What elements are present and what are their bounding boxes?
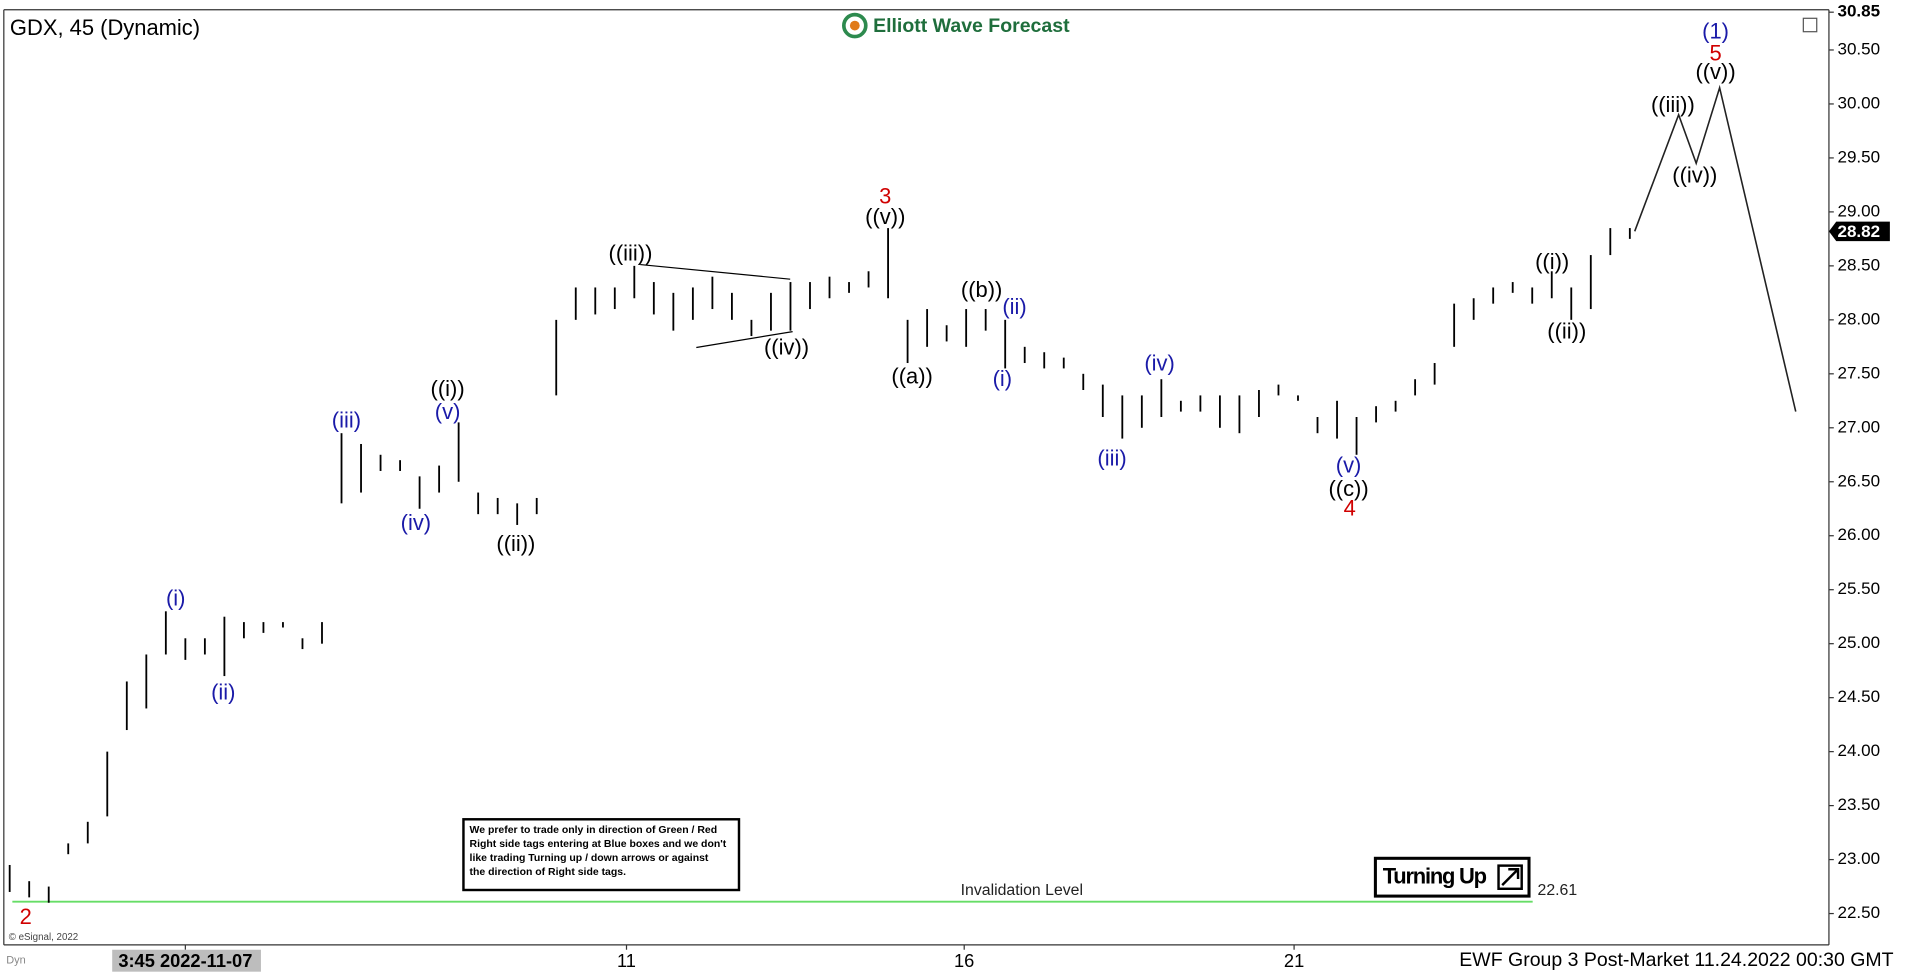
invalidation-label: Invalidation Level: [961, 882, 1083, 899]
y-tick-label: 28.50: [1837, 255, 1880, 274]
y-tick-label: 25.00: [1837, 633, 1880, 652]
last-price-label: 28.82: [1837, 222, 1880, 241]
wave-label: ((v)): [865, 204, 905, 229]
chart-title: GDX, 45 (Dynamic): [10, 15, 200, 40]
turning-label: Turning Up: [1383, 864, 1487, 889]
invalidation-value: 22.61: [1538, 882, 1578, 899]
wave-label: ((v)): [1695, 59, 1735, 84]
last-price-marker: [1828, 221, 1890, 242]
wave-label: (ii): [211, 680, 235, 705]
y-tick-label: 22.50: [1837, 903, 1880, 922]
y-tick-label: 30.50: [1837, 39, 1880, 58]
x-tick-label: 3:45 2022-11-07: [118, 950, 252, 971]
wave-label: ((b)): [961, 277, 1002, 302]
y-tick-label: 23.50: [1837, 795, 1880, 814]
arrow-box: [1497, 864, 1523, 890]
y-tick-label: 26.50: [1837, 471, 1880, 490]
logo: Elliott Wave Forecast: [842, 12, 1070, 39]
footer: EWF Group 3 Post-Market 11.24.2022 00:30…: [1459, 949, 1893, 971]
brand: Elliott Wave Forecast: [873, 15, 1070, 37]
wave-label: (iv): [1144, 350, 1174, 375]
wave-label: (i): [993, 366, 1013, 391]
disclaimer-line: We prefer to trade only in direction of …: [470, 825, 718, 836]
copyright: © eSignal, 2022: [9, 932, 79, 943]
wave-label: 2: [20, 904, 32, 929]
projection-line: [1633, 84, 1797, 412]
wave-label: ((i)): [431, 376, 465, 401]
wave-label: (iii): [332, 408, 361, 433]
wave-label: ((iii)): [609, 241, 653, 266]
wave-label: ((iii)): [1651, 92, 1695, 117]
y-tick-label: 23.00: [1837, 849, 1880, 868]
triangle-line: [696, 331, 793, 349]
wave-label: (v): [435, 399, 461, 424]
y-tick-label: 29.50: [1837, 147, 1880, 166]
wave-label: (1): [1702, 19, 1729, 44]
wave-label: ((ii)): [1547, 319, 1586, 344]
wave-label: ((a)): [891, 364, 932, 389]
y-tick-label: 30.85: [1837, 2, 1880, 21]
window-icon: [1802, 17, 1818, 33]
disclaimer-box: [462, 818, 741, 892]
y-tick-label: 30.00: [1837, 93, 1880, 112]
wave-label: (iv): [401, 510, 431, 535]
wave-label: (v): [1336, 453, 1362, 478]
y-tick-label: 24.50: [1837, 687, 1880, 706]
y-tick-label: 28.00: [1837, 309, 1880, 328]
wave-label: 3: [879, 183, 891, 208]
y-tick-label: 29.00: [1837, 201, 1880, 220]
wave-label: ((c)): [1328, 476, 1368, 501]
turning-tag: Turning Up: [1373, 856, 1531, 898]
y-tick-label: 25.50: [1837, 579, 1880, 598]
logo-icon-core: [849, 20, 860, 31]
y-tick-label: 26.00: [1837, 525, 1880, 544]
disclaimer-line: Right side tags entering at Blue boxes a…: [470, 839, 727, 850]
x-tick-label: 21: [1284, 950, 1304, 971]
disclaimer-frame: [462, 818, 741, 892]
wave-label: 4: [1344, 495, 1356, 520]
wave-label: ((i)): [1535, 249, 1569, 274]
wave-label: 5: [1709, 41, 1721, 66]
wave-label: (ii): [1002, 294, 1026, 319]
mode-tag: Dyn: [6, 955, 26, 967]
x-tick-label: 11: [617, 950, 636, 971]
disclaimer-line: like trading Turning up / down arrows or…: [470, 853, 709, 864]
x-tick-highlight: [112, 949, 261, 972]
wave-label: (iii): [1097, 445, 1126, 470]
x-tick-label: 16: [954, 950, 974, 971]
wave-label: (i): [166, 586, 186, 611]
wave-label: ((ii)): [496, 531, 535, 556]
wave-label: ((iv)): [764, 334, 809, 359]
triangle-line: [640, 263, 791, 280]
y-tick-label: 27.00: [1837, 417, 1880, 436]
y-tick-label: 24.00: [1837, 741, 1880, 760]
y-tick-label: 27.50: [1837, 363, 1880, 382]
disclaimer-line: the direction of Right side tags.: [470, 867, 627, 878]
logo-icon: [842, 12, 868, 39]
arrow-icon: [1501, 868, 1520, 886]
wave-label: ((iv)): [1672, 163, 1717, 188]
